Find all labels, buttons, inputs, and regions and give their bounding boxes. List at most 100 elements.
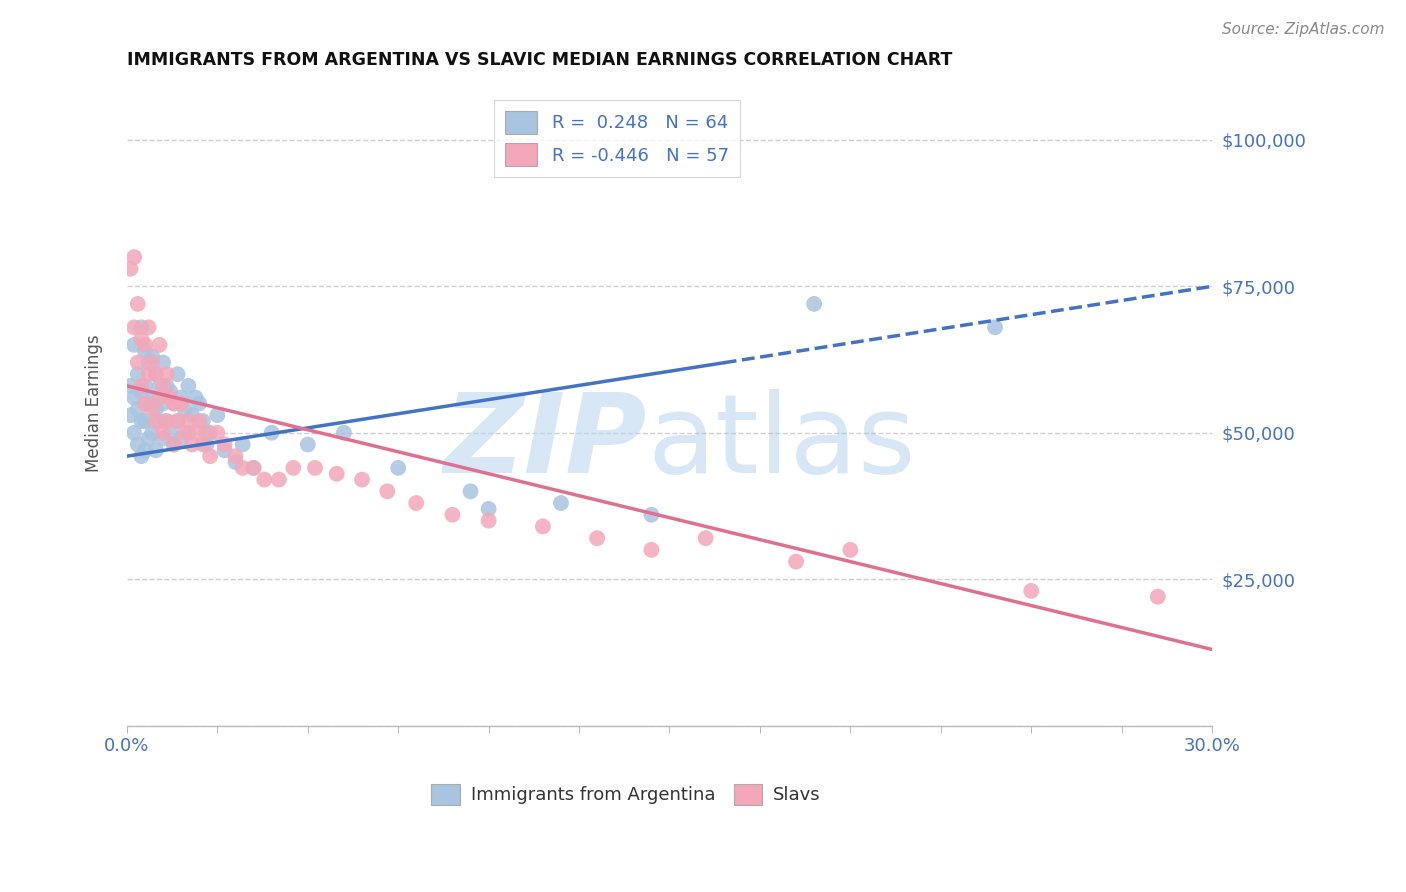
Point [141, 402, 163, 417]
Legend: Immigrants from Argentina, Slavs: Immigrants from Argentina, Slavs [425, 777, 828, 812]
Point [131, 320, 153, 334]
Point [242, 461, 264, 475]
Point [152, 355, 174, 369]
Point [198, 449, 221, 463]
Point [1019, 583, 1042, 598]
Point [156, 414, 179, 428]
Point [163, 437, 186, 451]
Point [191, 437, 214, 451]
Point [152, 379, 174, 393]
Point [188, 414, 211, 428]
Point [207, 408, 229, 422]
Point [195, 425, 218, 440]
Point [141, 391, 163, 405]
Point [152, 432, 174, 446]
Point [134, 379, 156, 393]
Point [122, 250, 145, 264]
Point [177, 425, 200, 440]
Point [191, 414, 214, 428]
Point [198, 425, 221, 440]
Point [387, 461, 409, 475]
Point [141, 355, 163, 369]
Point [695, 531, 717, 545]
Point [156, 414, 179, 428]
Point [152, 425, 174, 440]
Point [134, 343, 156, 358]
Point [304, 461, 326, 475]
Point [120, 261, 142, 276]
Point [184, 425, 207, 440]
Point [195, 437, 218, 451]
Point [586, 531, 609, 545]
Y-axis label: Median Earnings: Median Earnings [86, 334, 103, 472]
Point [166, 414, 188, 428]
Point [156, 367, 179, 381]
Point [170, 391, 193, 405]
Point [122, 320, 145, 334]
Point [177, 379, 200, 393]
Point [138, 432, 160, 446]
Point [232, 437, 254, 451]
Point [839, 542, 862, 557]
Point [131, 332, 153, 346]
Point [170, 396, 193, 410]
Point [141, 350, 163, 364]
Point [283, 461, 305, 475]
Point [267, 473, 290, 487]
Point [478, 502, 501, 516]
Point [145, 402, 167, 417]
Point [405, 496, 427, 510]
Point [188, 396, 211, 410]
Point [375, 484, 398, 499]
Point [159, 384, 181, 399]
Point [170, 432, 193, 446]
Point [184, 391, 207, 405]
Point [122, 391, 145, 405]
Point [138, 320, 160, 334]
Point [224, 455, 246, 469]
Point [166, 367, 188, 381]
Point [173, 402, 195, 417]
Point [163, 396, 186, 410]
Point [148, 379, 170, 393]
Point [131, 384, 153, 399]
Point [138, 355, 160, 369]
Point [145, 367, 167, 381]
Point [181, 437, 204, 451]
Point [127, 402, 149, 417]
Point [120, 379, 142, 393]
Point [148, 414, 170, 428]
Point [134, 396, 156, 410]
Point [145, 414, 167, 428]
Text: IMMIGRANTS FROM ARGENTINA VS SLAVIC MEDIAN EARNINGS CORRELATION CHART: IMMIGRANTS FROM ARGENTINA VS SLAVIC MEDI… [127, 51, 952, 69]
Text: Source: ZipAtlas.com: Source: ZipAtlas.com [1222, 22, 1385, 37]
Point [531, 519, 554, 533]
Point [984, 320, 1007, 334]
Point [1146, 590, 1168, 604]
Point [138, 396, 160, 410]
Point [460, 484, 482, 499]
Point [145, 367, 167, 381]
Point [441, 508, 464, 522]
Point [550, 496, 572, 510]
Point [207, 425, 229, 440]
Point [214, 443, 236, 458]
Point [134, 414, 156, 428]
Point [134, 338, 156, 352]
Point [152, 396, 174, 410]
Point [145, 443, 167, 458]
Point [325, 467, 347, 481]
Point [214, 437, 236, 451]
Point [177, 414, 200, 428]
Point [350, 473, 373, 487]
Point [232, 461, 254, 475]
Point [127, 355, 149, 369]
Point [122, 338, 145, 352]
Text: ZIP: ZIP [444, 389, 648, 496]
Point [127, 367, 149, 381]
Point [640, 508, 662, 522]
Point [122, 425, 145, 440]
Point [260, 425, 283, 440]
Point [159, 425, 181, 440]
Point [131, 449, 153, 463]
